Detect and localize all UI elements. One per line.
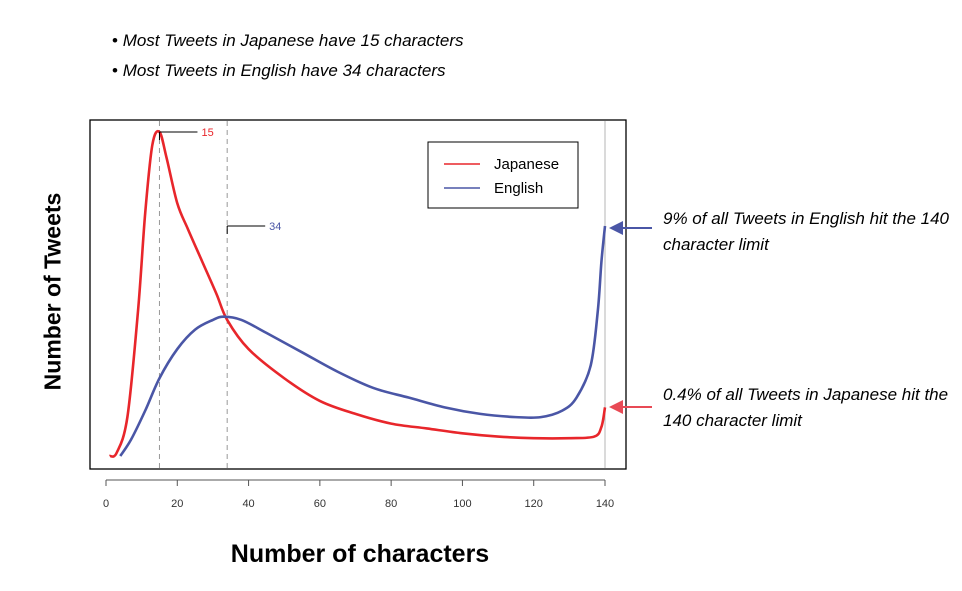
series-line-japanese [109, 129, 607, 458]
bullet-english: Most Tweets in English have 34 character… [112, 56, 464, 86]
japanese-limit-arrow-head [609, 400, 623, 414]
x-axis-label: Number of characters [230, 540, 490, 568]
x-tick-label-140: 140 [596, 498, 614, 510]
bullet-japanese: Most Tweets in Japanese have 15 characte… [112, 26, 464, 56]
english-limit-arrow-head [609, 221, 623, 235]
x-tick-label-0: 0 [103, 498, 109, 510]
x-tick-label-20: 20 [171, 498, 183, 510]
bullet-list: Most Tweets in Japanese have 15 characte… [112, 26, 464, 86]
x-tick-label-80: 80 [385, 498, 397, 510]
x-tick-label-40: 40 [242, 498, 254, 510]
peak-label-15: 15 [201, 127, 213, 139]
legend-label-japanese: Japanese [494, 156, 559, 173]
x-tick-label-60: 60 [314, 498, 326, 510]
legend-box [427, 141, 579, 209]
x-tick-label-100: 100 [453, 498, 471, 510]
legend-label-english: English [494, 180, 543, 197]
x-tick-label-120: 120 [525, 498, 543, 510]
series-line-english [119, 225, 607, 457]
english-limit-annotation: 9% of all Tweets in English hit the 140 … [663, 209, 950, 254]
peak-label-34: 34 [269, 221, 281, 233]
japanese-limit-annotation: 0.4% of all Tweets in Japanese hit the 1… [663, 385, 949, 430]
plot-frame [89, 119, 627, 470]
